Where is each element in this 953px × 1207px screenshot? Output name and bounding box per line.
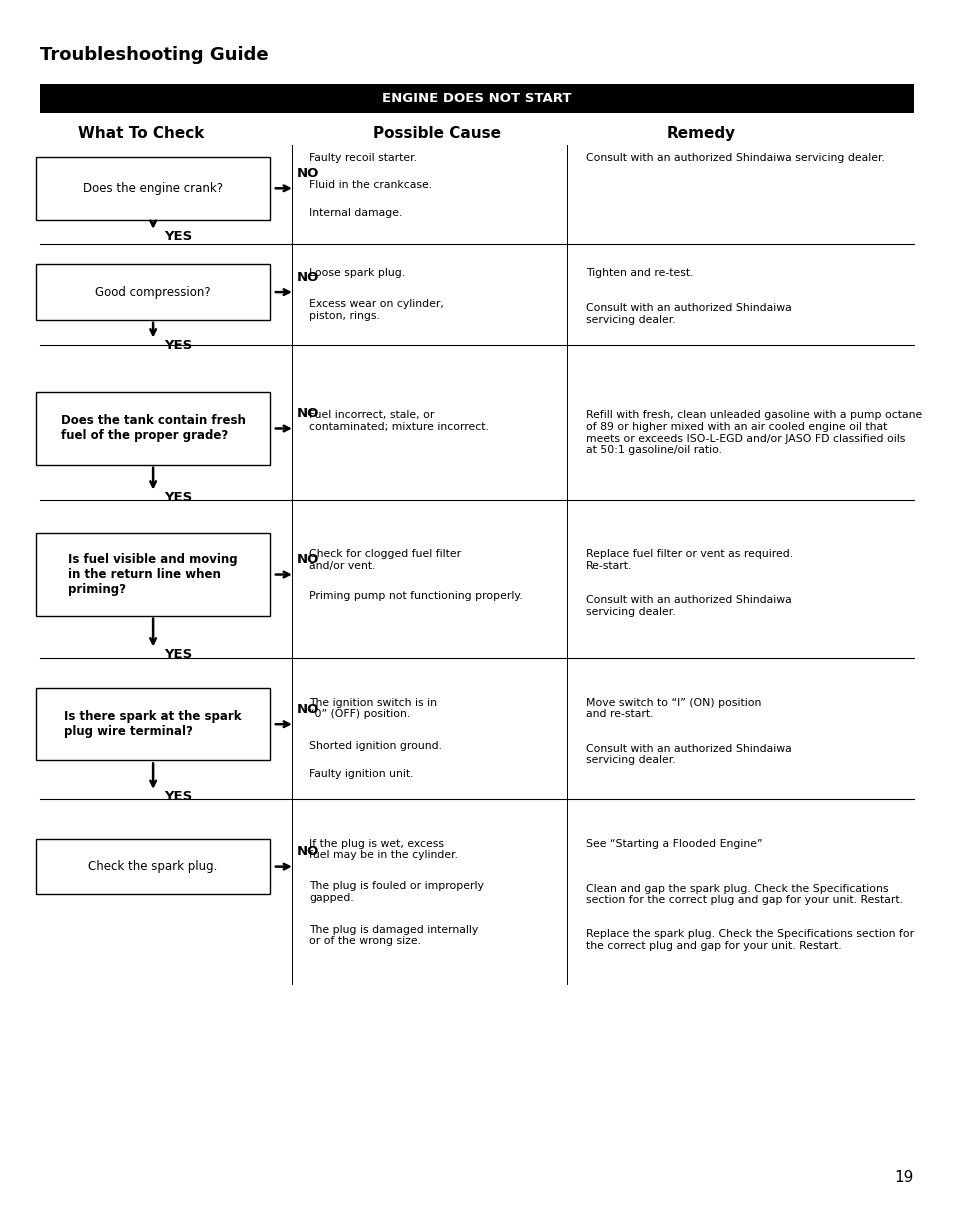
Text: Fuel incorrect, stale, or
contaminated; mixture incorrect.: Fuel incorrect, stale, or contaminated; … bbox=[309, 410, 489, 432]
Text: Remedy: Remedy bbox=[666, 126, 735, 140]
Text: ENGINE DOES NOT START: ENGINE DOES NOT START bbox=[382, 93, 571, 105]
Text: The plug is damaged internally
or of the wrong size.: The plug is damaged internally or of the… bbox=[309, 925, 477, 946]
Text: What To Check: What To Check bbox=[78, 126, 204, 140]
Text: YES: YES bbox=[164, 231, 193, 243]
Text: Loose spark plug.: Loose spark plug. bbox=[309, 268, 405, 278]
Text: Replace fuel filter or vent as required.
Re-start.: Replace fuel filter or vent as required.… bbox=[585, 549, 792, 571]
Text: Refill with fresh, clean unleaded gasoline with a pump octane
of 89 or higher mi: Refill with fresh, clean unleaded gasoli… bbox=[585, 410, 921, 455]
Bar bbox=[36, 157, 270, 220]
Text: NO: NO bbox=[296, 407, 319, 420]
Text: NO: NO bbox=[296, 702, 319, 716]
Text: Internal damage.: Internal damage. bbox=[309, 208, 402, 217]
Text: YES: YES bbox=[164, 339, 193, 351]
Text: Clean and gap the spark plug. Check the Specifications
section for the correct p: Clean and gap the spark plug. Check the … bbox=[585, 884, 902, 905]
Bar bbox=[36, 688, 270, 760]
Text: 19: 19 bbox=[894, 1171, 913, 1185]
Text: See “Starting a Flooded Engine”: See “Starting a Flooded Engine” bbox=[585, 839, 761, 849]
Text: Does the tank contain fresh
fuel of the proper grade?: Does the tank contain fresh fuel of the … bbox=[61, 414, 245, 443]
Text: Does the engine crank?: Does the engine crank? bbox=[83, 182, 223, 194]
Text: Consult with an authorized Shindaiwa
servicing dealer.: Consult with an authorized Shindaiwa ser… bbox=[585, 595, 791, 617]
Text: NO: NO bbox=[296, 553, 319, 566]
Text: Priming pump not functioning properly.: Priming pump not functioning properly. bbox=[309, 591, 522, 601]
Bar bbox=[40, 84, 913, 113]
Text: Faulty ignition unit.: Faulty ignition unit. bbox=[309, 769, 414, 779]
Text: Check the spark plug.: Check the spark plug. bbox=[89, 861, 217, 873]
Bar bbox=[36, 392, 270, 465]
Text: NO: NO bbox=[296, 167, 319, 180]
Text: The ignition switch is in
“0” (OFF) position.: The ignition switch is in “0” (OFF) posi… bbox=[309, 698, 436, 719]
Text: If the plug is wet, excess
fuel may be in the cylinder.: If the plug is wet, excess fuel may be i… bbox=[309, 839, 457, 861]
Text: Is there spark at the spark
plug wire terminal?: Is there spark at the spark plug wire te… bbox=[64, 710, 242, 739]
Text: NO: NO bbox=[296, 845, 319, 858]
Text: Shorted ignition ground.: Shorted ignition ground. bbox=[309, 741, 441, 751]
Bar bbox=[36, 533, 270, 616]
Text: Fluid in the crankcase.: Fluid in the crankcase. bbox=[309, 180, 432, 189]
Text: Possible Cause: Possible Cause bbox=[373, 126, 500, 140]
Text: YES: YES bbox=[164, 791, 193, 803]
Bar bbox=[36, 264, 270, 320]
Text: Excess wear on cylinder,
piston, rings.: Excess wear on cylinder, piston, rings. bbox=[309, 299, 443, 321]
Text: Troubleshooting Guide: Troubleshooting Guide bbox=[40, 46, 269, 64]
Text: The plug is fouled or improperly
gapped.: The plug is fouled or improperly gapped. bbox=[309, 881, 483, 903]
Text: Tighten and re-test.: Tighten and re-test. bbox=[585, 268, 693, 278]
Text: Consult with an authorized Shindaiwa
servicing dealer.: Consult with an authorized Shindaiwa ser… bbox=[585, 744, 791, 765]
Text: YES: YES bbox=[164, 648, 193, 660]
Text: Is fuel visible and moving
in the return line when
priming?: Is fuel visible and moving in the return… bbox=[69, 553, 237, 596]
Text: Consult with an authorized Shindaiwa
servicing dealer.: Consult with an authorized Shindaiwa ser… bbox=[585, 303, 791, 325]
Text: Move switch to “I” (ON) position
and re-start.: Move switch to “I” (ON) position and re-… bbox=[585, 698, 760, 719]
Text: Consult with an authorized Shindaiwa servicing dealer.: Consult with an authorized Shindaiwa ser… bbox=[585, 153, 883, 163]
Text: Replace the spark plug. Check the Specifications section for
the correct plug an: Replace the spark plug. Check the Specif… bbox=[585, 929, 913, 951]
Text: YES: YES bbox=[164, 491, 193, 503]
Text: Good compression?: Good compression? bbox=[95, 286, 211, 298]
Bar bbox=[36, 839, 270, 894]
Text: Faulty recoil starter.: Faulty recoil starter. bbox=[309, 153, 416, 163]
Text: Check for clogged fuel filter
and/or vent.: Check for clogged fuel filter and/or ven… bbox=[309, 549, 460, 571]
Text: NO: NO bbox=[296, 270, 319, 284]
